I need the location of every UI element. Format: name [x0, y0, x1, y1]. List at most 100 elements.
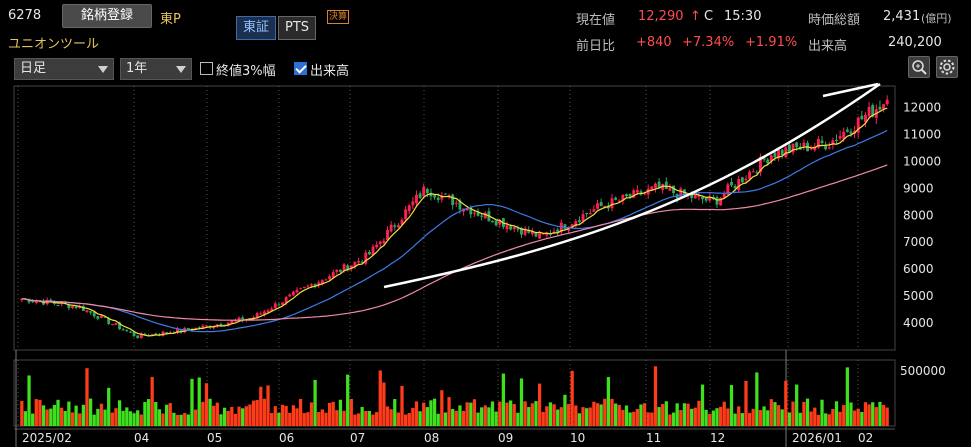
volume-bar: [483, 405, 487, 426]
candle-body: [679, 188, 683, 198]
candle-body: [92, 312, 96, 317]
candle-body: [762, 156, 766, 160]
volume-bar: [682, 403, 687, 426]
candle-body: [291, 291, 295, 296]
candle-body: [121, 329, 125, 331]
candle-body: [400, 219, 404, 225]
trend-stroke: [822, 82, 879, 98]
earnings-badge[interactable]: 決算: [327, 10, 350, 24]
period-select-value: 日足: [20, 61, 47, 76]
candle-body: [719, 197, 723, 206]
candle-body: [871, 104, 875, 117]
volume-checkbox[interactable]: [294, 62, 307, 75]
volume-bar: [632, 411, 636, 426]
volume-bar: [610, 398, 614, 426]
volume-bar: [157, 409, 162, 426]
volume-bar: [494, 411, 498, 426]
volume-bar: [650, 412, 654, 426]
candle-body: [512, 227, 516, 229]
limit-width-checkbox[interactable]: [200, 62, 213, 75]
volume-bar: [302, 413, 306, 426]
volume-bar: [52, 404, 57, 426]
tab-pts[interactable]: PTS: [278, 16, 317, 40]
candle-body: [570, 224, 574, 228]
candle-body: [545, 232, 549, 236]
candle-body: [371, 246, 375, 256]
candle-body: [632, 190, 636, 198]
volume-bar: [791, 401, 795, 426]
period-select[interactable]: 日足: [14, 58, 114, 80]
x-tick-label: 02: [858, 431, 873, 445]
volume-bar: [193, 409, 198, 426]
volume-bar: [805, 398, 810, 426]
register-stock-button[interactable]: 銘柄登録: [62, 4, 152, 28]
market-cap-value: 2,431: [883, 9, 921, 24]
volume-bar: [661, 404, 665, 426]
volume-bar: [581, 407, 585, 426]
volume-bar: [56, 399, 60, 426]
candle-body: [480, 215, 484, 217]
candle-body: [281, 302, 284, 305]
candle-body: [85, 310, 89, 312]
volume-bar: [356, 413, 361, 426]
price-label: 現在値: [576, 13, 616, 28]
volume-bar: [856, 408, 860, 426]
x-tick-label: 07: [350, 431, 365, 445]
volume-bar: [255, 400, 259, 426]
zoom-button[interactable]: [908, 56, 930, 78]
candle-body: [516, 228, 520, 230]
volume-bar: [451, 408, 455, 426]
volume-bar: [237, 406, 241, 426]
x-tick-label: 08: [424, 431, 439, 445]
candle-body: [165, 332, 169, 334]
volume-bar: [262, 398, 267, 426]
volume-bar: [20, 400, 24, 426]
candle-body: [154, 333, 158, 335]
candle-body: [842, 131, 846, 139]
volume-bar: [787, 412, 792, 426]
x-tick-label: 09: [498, 431, 513, 445]
candle-body: [328, 276, 332, 280]
candle-body: [338, 269, 342, 272]
volume-bar: [715, 408, 719, 426]
candle-body: [34, 301, 38, 303]
candle-body: [527, 229, 531, 233]
volume-bar: [121, 410, 125, 426]
volume-bar: [613, 403, 618, 426]
candle-body: [353, 261, 357, 267]
candle-body: [483, 212, 487, 219]
volume-bar: [67, 401, 71, 426]
candle-body: [451, 194, 455, 206]
candle-body: [429, 192, 433, 197]
candle-body: [63, 301, 67, 304]
volume-bar: [324, 412, 328, 426]
volume-bar: [183, 413, 187, 426]
candle-body: [237, 317, 241, 321]
volume-bar: [773, 402, 777, 426]
tab-tse[interactable]: 東証: [236, 16, 277, 40]
volume-bar: [719, 406, 723, 426]
settings-button[interactable]: [936, 56, 958, 78]
volume-bar: [487, 407, 491, 426]
candle-body: [530, 231, 534, 235]
volume-bar: [595, 403, 600, 426]
range-select[interactable]: 1年: [120, 58, 192, 80]
x-tick-label: 10: [570, 431, 585, 445]
volume-bar: [251, 400, 256, 426]
candle-body: [81, 305, 85, 311]
candle-body: [436, 197, 440, 200]
volume-bar: [233, 413, 238, 426]
change-label: 前日比: [576, 39, 616, 54]
candle-body: [740, 177, 744, 183]
candle-body: [186, 327, 190, 330]
candle-body: [302, 286, 306, 288]
volume-checkbox-label: 出来高: [310, 64, 350, 79]
candle-body: [273, 303, 277, 308]
candle-body: [125, 330, 129, 332]
candle-body: [726, 184, 730, 195]
volume-bar: [458, 405, 462, 426]
volume-bar: [266, 385, 270, 426]
candle-body: [346, 265, 350, 271]
candle-body: [498, 220, 502, 225]
